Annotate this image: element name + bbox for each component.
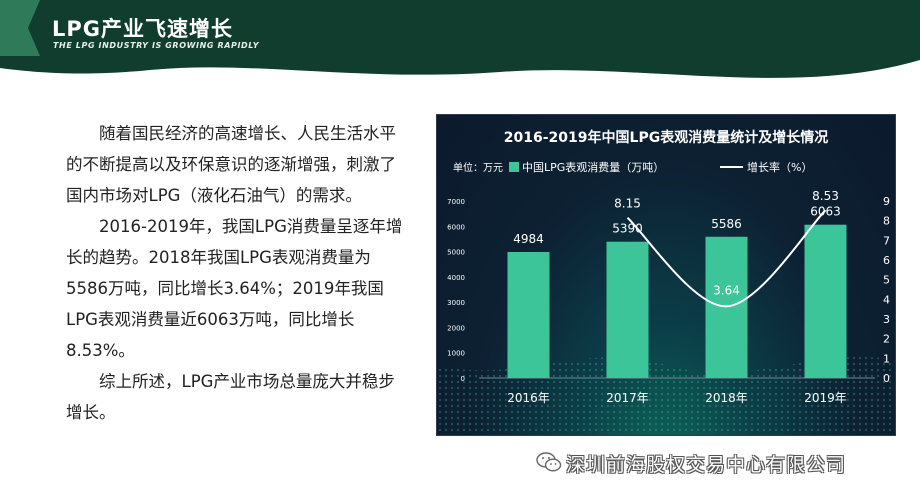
y-right-tick-label: 0 [883,372,890,385]
growth-rate-label: 3.64 [713,283,740,297]
header-accent [0,0,40,56]
page-subtitle: THE LPG INDUSTRY IS GROWING RAPIDLY [53,41,260,50]
y-left-tick-label: 2000 [447,324,465,332]
wechat-icon [536,452,562,472]
y-right-tick-label: 5 [883,274,890,287]
paragraph-3: 综上所述，LPG产业市场总量庞大并稳步增长。 [66,372,395,422]
y-right-tick-label: 8 [883,215,890,228]
growth-rate-label: 8.15 [614,197,641,211]
y-left-tick-label: 4000 [447,274,465,282]
x-tick-label: 2019年 [804,391,847,405]
plot-area: 0 1000 2000 3000 4000 5000 6000 7000 0 1 2 3 4 5 6 7 8 9 4… [447,189,890,405]
bar-data-label: 4984 [513,232,544,246]
bar [804,224,847,378]
paragraph-2: 2016-2019年，我国LPG消费量呈逐年增长的趋势。2018年我国LPG表观… [66,217,403,360]
chart-panel: 2016-2019年中国LPG表观消费量统计及增长情况 单位：万元 中国LPG表… [436,114,896,436]
growth-rate-label: 8.53 [812,189,839,203]
bar [507,251,550,378]
y-left-tick-label: 3000 [447,299,465,307]
chart-title: 2016-2019年中国LPG表观消费量统计及增长情况 [504,129,828,146]
y-right-tick-label: 4 [883,293,890,306]
body-text: 随着国民经济的高速增长、人民生活水平的不断提高以及环保意识的逐渐增强，刺激了国内… [66,118,410,428]
slide-header: LPG产业飞速增长 THE LPG INDUSTRY IS GROWING RA… [0,0,920,95]
y-right-tick-label: 2 [883,333,890,346]
y-left-tick-label: 7000 [447,198,465,206]
chart-unit-label: 单位：万元 [453,161,503,174]
y-left-tick-label: 5000 [447,249,465,257]
y-left-tick-label: 1000 [447,350,465,358]
y-right-tick-label: 1 [883,352,890,365]
legend-bar-label: 中国LPG表观消费量（万吨） [522,160,664,174]
watermark-text: 深圳前海股权交易中心有限公司 [566,454,847,476]
legend-line-label: 增长率（%） [747,160,812,174]
page-title: LPG产业飞速增长 [52,17,234,41]
y-right-tick-label: 9 [883,195,890,208]
y-left-tick-label: 6000 [447,223,465,231]
chart-svg: 2016-2019年中国LPG表观消费量统计及增长情况 单位：万元 中国LPG表… [437,129,895,435]
y-left-tick-label: 0 [461,375,465,383]
legend-bar-swatch [509,162,519,172]
bar-data-label: 6063 [810,205,841,219]
growth-rate-line [626,209,827,308]
y-right-tick-label: 6 [883,254,890,267]
header-background [0,0,920,78]
chart-bg-dots [437,356,895,435]
paragraph-1: 随着国民经济的高速增长、人民生活水平的不断提高以及环保意识的逐渐增强，刺激了国内… [66,124,396,205]
y-right-tick-label: 3 [883,313,890,326]
bar-data-label: 5586 [711,217,742,231]
x-tick-label: 2016年 [507,391,550,405]
x-tick-label: 2018年 [705,391,748,405]
bar [606,241,649,378]
x-tick-label: 2017年 [606,391,649,405]
y-right-tick-label: 7 [883,234,890,247]
